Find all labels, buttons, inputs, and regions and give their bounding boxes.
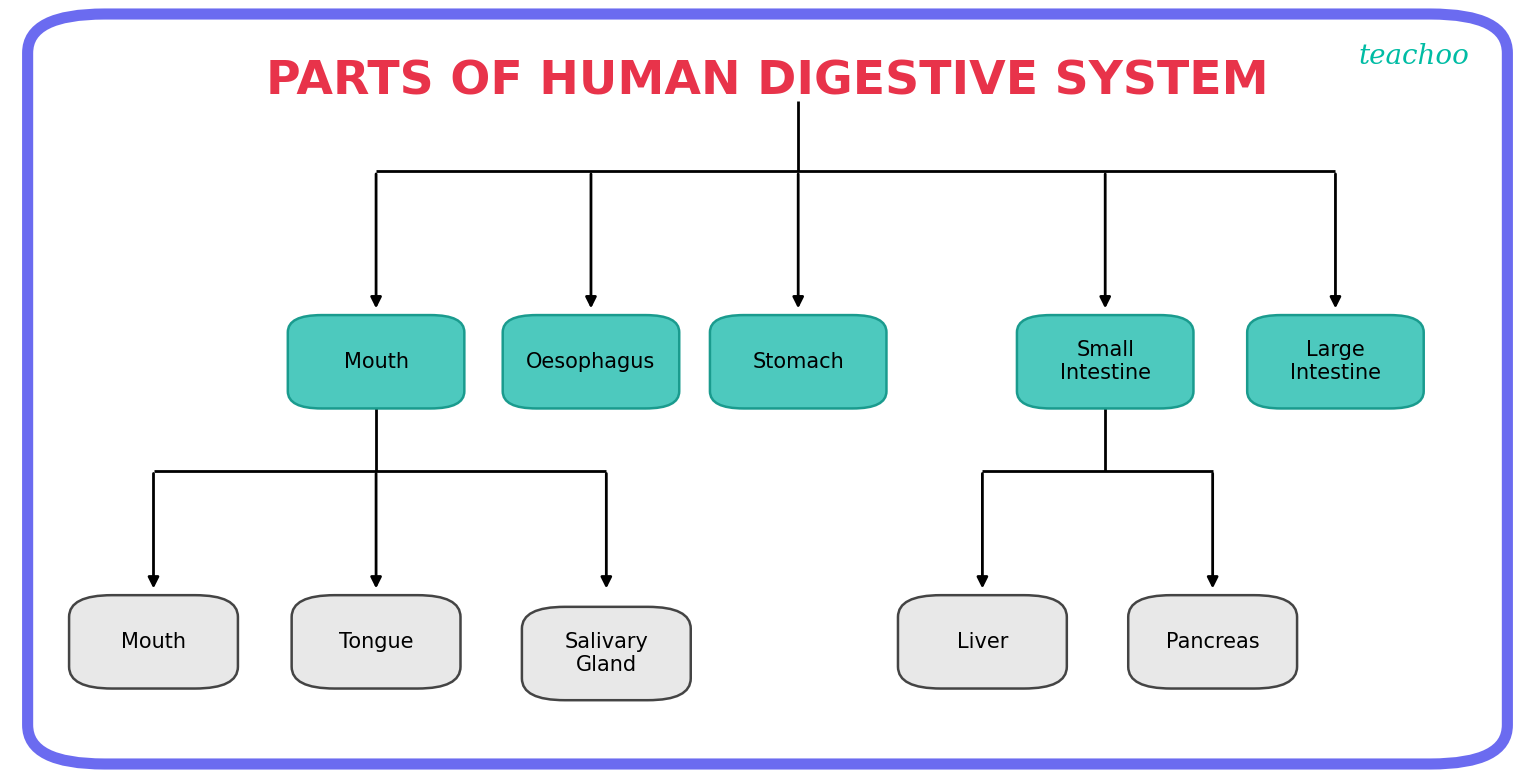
FancyBboxPatch shape [709, 315, 887, 408]
FancyBboxPatch shape [1016, 315, 1194, 408]
FancyBboxPatch shape [1128, 595, 1297, 689]
FancyBboxPatch shape [289, 315, 464, 408]
Text: Pancreas: Pancreas [1167, 632, 1259, 652]
FancyBboxPatch shape [522, 607, 691, 700]
FancyBboxPatch shape [28, 14, 1507, 764]
Text: Oesophagus: Oesophagus [527, 352, 655, 372]
Text: PARTS OF HUMAN DIGESTIVE SYSTEM: PARTS OF HUMAN DIGESTIVE SYSTEM [266, 59, 1269, 104]
FancyBboxPatch shape [898, 595, 1067, 689]
Text: Large
Intestine: Large Intestine [1289, 340, 1382, 384]
Text: Tongue: Tongue [339, 632, 413, 652]
FancyBboxPatch shape [1246, 315, 1424, 408]
Text: Stomach: Stomach [752, 352, 844, 372]
Text: Liver: Liver [956, 632, 1008, 652]
FancyBboxPatch shape [69, 595, 238, 689]
Text: Mouth: Mouth [121, 632, 186, 652]
Text: teachoo: teachoo [1358, 43, 1469, 70]
FancyBboxPatch shape [503, 315, 678, 408]
Text: Small
Intestine: Small Intestine [1059, 340, 1151, 384]
FancyBboxPatch shape [292, 595, 460, 689]
Text: Salivary
Gland: Salivary Gland [565, 632, 648, 675]
Text: Mouth: Mouth [344, 352, 408, 372]
